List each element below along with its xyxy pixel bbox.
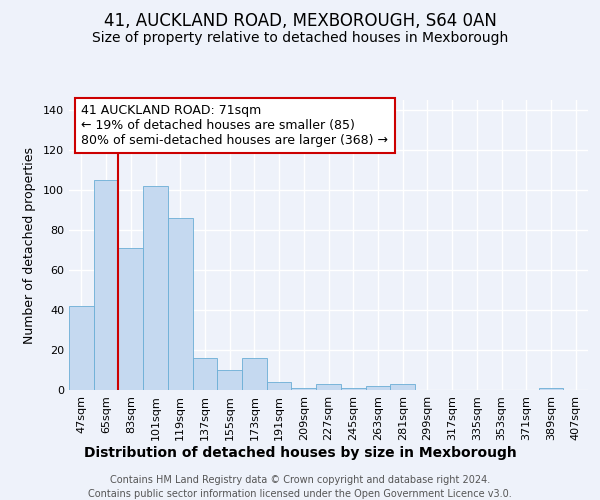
- Text: 41 AUCKLAND ROAD: 71sqm
← 19% of detached houses are smaller (85)
80% of semi-de: 41 AUCKLAND ROAD: 71sqm ← 19% of detache…: [82, 104, 388, 147]
- Bar: [118, 248, 143, 390]
- Bar: [267, 382, 292, 390]
- Bar: [292, 388, 316, 390]
- Text: Contains HM Land Registry data © Crown copyright and database right 2024.: Contains HM Land Registry data © Crown c…: [110, 475, 490, 485]
- Bar: [365, 386, 390, 390]
- Y-axis label: Number of detached properties: Number of detached properties: [23, 146, 36, 344]
- Bar: [341, 388, 365, 390]
- Text: Contains public sector information licensed under the Open Government Licence v3: Contains public sector information licen…: [88, 489, 512, 499]
- Bar: [242, 358, 267, 390]
- Bar: [94, 180, 118, 390]
- Bar: [217, 370, 242, 390]
- Bar: [143, 186, 168, 390]
- Text: Distribution of detached houses by size in Mexborough: Distribution of detached houses by size …: [83, 446, 517, 460]
- Text: Size of property relative to detached houses in Mexborough: Size of property relative to detached ho…: [92, 31, 508, 45]
- Bar: [390, 384, 415, 390]
- Bar: [539, 388, 563, 390]
- Bar: [69, 306, 94, 390]
- Bar: [316, 384, 341, 390]
- Bar: [168, 218, 193, 390]
- Text: 41, AUCKLAND ROAD, MEXBOROUGH, S64 0AN: 41, AUCKLAND ROAD, MEXBOROUGH, S64 0AN: [104, 12, 496, 30]
- Bar: [193, 358, 217, 390]
